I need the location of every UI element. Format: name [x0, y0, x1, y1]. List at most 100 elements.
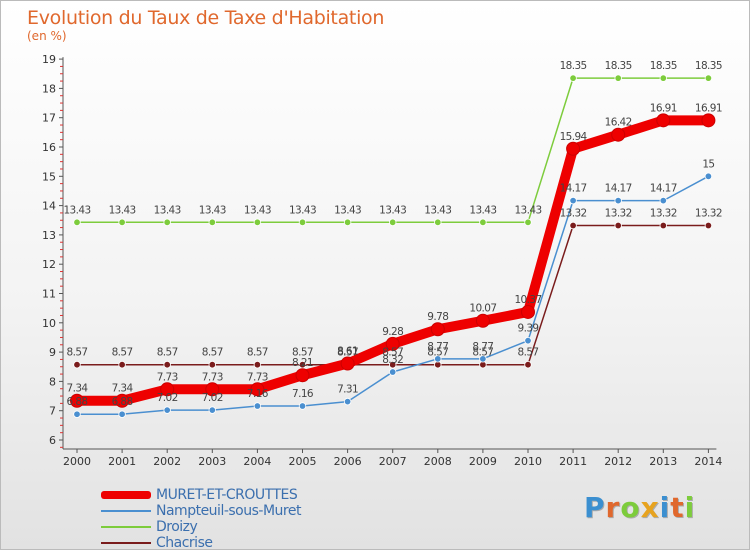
data-point — [208, 360, 216, 369]
data-point — [73, 410, 81, 418]
data-point — [343, 218, 352, 227]
data-point — [385, 336, 400, 351]
legend-label: Nampteuil-sous-Muret — [156, 503, 301, 519]
x-tick-label: 2011 — [559, 455, 587, 468]
data-label: 7.16 — [292, 388, 314, 400]
data-point — [298, 218, 307, 227]
x-tick-label: 2005 — [289, 455, 317, 468]
logo-letter: x — [640, 491, 660, 524]
y-tick-label: 9 — [49, 346, 56, 359]
data-label: 13.43 — [199, 204, 226, 216]
y-tick-label: 19 — [42, 53, 56, 66]
data-point — [163, 218, 171, 227]
x-tick-label: 2003 — [198, 455, 226, 468]
data-point — [430, 322, 445, 337]
x-tick-label: 2010 — [514, 455, 542, 468]
data-label: 8.57 — [67, 347, 88, 359]
data-label: 6.88 — [67, 396, 88, 408]
data-label: 7.34 — [67, 383, 89, 395]
data-point — [569, 196, 577, 205]
data-point — [73, 360, 81, 369]
data-label: 7.02 — [157, 392, 178, 404]
data-point — [118, 360, 126, 369]
x-tick-label: 2000 — [63, 455, 91, 468]
unit-label: (en %) — [27, 29, 67, 43]
data-point — [479, 218, 487, 227]
data-point — [566, 141, 581, 156]
data-label: 8.57 — [518, 347, 539, 359]
data-label: 13.43 — [109, 204, 136, 216]
data-point — [611, 127, 626, 142]
logo-letter: t — [670, 491, 685, 524]
legend-label: MURET-ET-CROUTTES — [156, 487, 298, 503]
y-tick-label: 13 — [42, 229, 56, 242]
data-point — [205, 382, 220, 397]
x-tick-label: 2007 — [379, 455, 407, 468]
data-label: 18.35 — [560, 60, 587, 72]
logo-letter: i — [659, 491, 671, 524]
data-label: 13.43 — [289, 204, 316, 216]
data-label: 8.57 — [472, 347, 493, 359]
x-tick-label: 2002 — [153, 455, 181, 468]
y-tick-label: 7 — [49, 405, 56, 418]
data-label: 13.43 — [424, 204, 451, 216]
x-tick-label: 2006 — [334, 455, 362, 468]
data-label: 7.73 — [157, 371, 178, 383]
data-label: 10.07 — [469, 303, 496, 315]
y-tick-label: 16 — [42, 141, 56, 154]
logo-letter: P — [584, 491, 606, 524]
legend-swatch — [101, 542, 151, 544]
data-label: 15.94 — [560, 131, 588, 143]
data-label: 8.57 — [112, 347, 133, 359]
x-tick-label: 2014 — [694, 455, 722, 468]
data-point — [434, 355, 442, 363]
data-label: 13.43 — [379, 204, 406, 216]
data-point — [115, 393, 130, 408]
data-label: 9.78 — [427, 311, 448, 323]
data-point — [656, 113, 671, 128]
y-tick-label: 10 — [42, 317, 56, 330]
data-point — [163, 360, 171, 369]
data-point — [208, 218, 216, 227]
logo-letter: o — [620, 491, 641, 524]
data-label: 15 — [702, 158, 714, 170]
data-point — [163, 406, 171, 414]
data-label: 8.57 — [382, 347, 403, 359]
x-tick-label: 2013 — [649, 455, 677, 468]
x-tick-label: 2001 — [108, 455, 136, 468]
data-label: 7.34 — [112, 383, 134, 395]
data-point — [343, 397, 352, 406]
data-label: 13.32 — [695, 208, 722, 220]
data-label: 13.32 — [560, 208, 587, 220]
data-point — [295, 368, 310, 383]
data-label: 13.43 — [334, 204, 361, 216]
y-tick-label: 11 — [42, 288, 56, 301]
legend-swatch — [101, 526, 151, 528]
data-point — [659, 74, 667, 82]
data-point — [70, 393, 84, 408]
data-label: 13.43 — [514, 204, 541, 216]
data-label: 9.28 — [382, 326, 403, 338]
data-label: 8.61 — [337, 346, 358, 358]
data-point — [524, 336, 532, 345]
data-point — [298, 360, 307, 369]
data-point — [389, 368, 397, 376]
data-point — [160, 382, 175, 397]
data-point — [704, 74, 713, 82]
data-point — [521, 304, 535, 319]
x-tick-label: 2008 — [424, 455, 452, 468]
data-point — [659, 196, 667, 205]
data-label: 13.43 — [63, 204, 90, 216]
data-point — [118, 410, 126, 418]
data-label: 14.17 — [560, 183, 587, 195]
legend-swatch — [101, 510, 151, 512]
data-label: 7.31 — [337, 384, 358, 396]
data-label: 8.57 — [427, 347, 448, 359]
data-label: 14.17 — [650, 183, 677, 195]
data-label: 7.73 — [202, 371, 223, 383]
data-point — [701, 113, 716, 128]
y-tick-label: 18 — [42, 82, 56, 95]
data-label: 13.43 — [154, 204, 181, 216]
